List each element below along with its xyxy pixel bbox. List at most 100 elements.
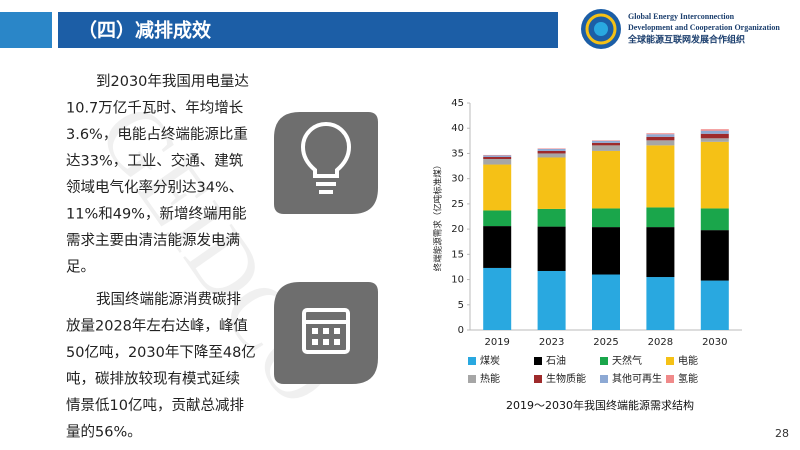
- header-accent: [0, 12, 52, 48]
- paragraph-line: 达33%，工业、交通、建筑: [66, 152, 244, 170]
- x-tick-label: 2030: [702, 337, 727, 348]
- y-tick-label: 0: [458, 325, 464, 336]
- bar-segment: [483, 164, 512, 211]
- paragraph-line: 领域电气化率分别达34%、: [66, 179, 243, 196]
- legend-swatch: [468, 357, 476, 365]
- y-tick-label: 20: [451, 224, 464, 235]
- bar-segment: [483, 158, 512, 165]
- calendar-icon: [302, 308, 350, 354]
- bar-segment: [700, 130, 729, 134]
- bar-segment: [592, 208, 620, 228]
- bar-segment: [700, 280, 729, 330]
- chart-title: 2019～2030年我国终端能源需求结构: [506, 398, 694, 412]
- paragraph-line: 3.6%，电能占终端能源比重: [66, 126, 248, 143]
- bar-segment: [592, 274, 620, 330]
- legend-swatch: [534, 357, 542, 365]
- paragraph-line: 到2030年我国用电量达: [96, 73, 249, 90]
- bar-segment: [483, 156, 512, 159]
- legend-label: 煤炭: [480, 354, 500, 367]
- y-tick-label: 5: [458, 300, 464, 311]
- bar-segment: [700, 208, 729, 231]
- icon-bg: [274, 112, 378, 214]
- bar-segment: [646, 145, 675, 208]
- paragraph-line: 情景低10亿吨，贡献总减排: [66, 397, 244, 414]
- bar-segment: [483, 155, 512, 157]
- y-tick-label: 15: [451, 249, 464, 260]
- bar-segment: [537, 148, 566, 151]
- header-bar: [58, 12, 558, 48]
- y-axis-label: 终端能源需求（亿吨标准煤）: [433, 161, 444, 272]
- y-tick-label: 25: [451, 199, 464, 210]
- bar-segment: [537, 208, 566, 227]
- legend-label: 生物质能: [546, 372, 586, 385]
- bar-segment: [700, 129, 729, 131]
- bar-segment: [646, 227, 675, 278]
- paragraph-line: 10.7万亿千瓦时、年均增长: [66, 100, 244, 117]
- legend-label: 热能: [480, 372, 500, 385]
- paragraph-line: 我国终端能源消费碳排: [96, 291, 241, 308]
- x-tick-label: 2028: [648, 337, 673, 348]
- paragraph-line: 吨，碳排放较现有模式延续: [66, 370, 240, 388]
- y-tick-label: 35: [451, 148, 464, 159]
- header-title: （四）减排成效: [78, 19, 211, 42]
- bar-segment: [646, 277, 675, 330]
- legend-label: 石油: [546, 354, 566, 367]
- y-tick-label: 10: [451, 275, 464, 286]
- x-tick-label: 2025: [593, 337, 618, 348]
- logo-text: Global Energy Interconnection: [628, 12, 735, 21]
- y-tick-label: 30: [451, 174, 464, 185]
- bar-segment: [592, 227, 620, 275]
- bar-segment: [537, 150, 566, 154]
- bar-segment: [700, 133, 729, 139]
- paragraph-line: 需求主要由清洁能源发电满: [66, 232, 240, 249]
- bar-segment: [646, 207, 675, 228]
- bar-segment: [592, 150, 620, 209]
- x-tick-label: 2019: [484, 337, 509, 348]
- bar-segment: [537, 226, 566, 271]
- bar-segment: [537, 153, 566, 158]
- bar-segment: [483, 154, 512, 156]
- paragraph-line: 足。: [66, 259, 95, 276]
- paragraph-line: 量的56%。: [66, 424, 142, 441]
- bar-segment: [537, 270, 566, 330]
- paragraph-line: 11%和49%，新增终端用能: [66, 206, 246, 223]
- bar-segment: [646, 140, 675, 146]
- legend-label: 电能: [678, 354, 698, 367]
- bar-segment: [592, 140, 620, 143]
- y-tick-label: 45: [451, 98, 464, 109]
- bar-segment: [537, 148, 566, 149]
- bar-segment: [646, 133, 675, 135]
- bar-segment: [483, 267, 512, 330]
- legend-swatch: [534, 375, 542, 383]
- y-tick-label: 40: [451, 123, 464, 134]
- page-number: 28: [775, 427, 789, 440]
- bar-segment: [700, 141, 729, 209]
- bar-segment: [592, 140, 620, 141]
- bar-segment: [537, 157, 566, 209]
- logo-text: 全球能源互联网发展合作组织: [627, 34, 745, 46]
- bar-segment: [646, 136, 675, 141]
- legend-swatch: [600, 357, 608, 365]
- bulb-icon: [300, 122, 352, 194]
- logo-ring: [585, 13, 617, 45]
- x-tick-label: 2023: [539, 337, 564, 348]
- legend-swatch: [666, 375, 674, 383]
- paragraph-line: 放量2028年左右达峰，峰值: [66, 318, 248, 335]
- bar-segment: [483, 226, 512, 268]
- legend-label: 天然气: [612, 354, 642, 367]
- paragraph-line: 50亿吨，2030年下降至48亿: [66, 344, 256, 361]
- bar-segment: [646, 134, 675, 137]
- legend-swatch: [666, 357, 674, 365]
- logo-text: Development and Cooperation Organization: [628, 23, 780, 32]
- legend-label: 氢能: [678, 372, 698, 385]
- bar-segment: [592, 145, 620, 151]
- legend-swatch: [600, 375, 608, 383]
- bar-segment: [592, 142, 620, 146]
- logo-core: [594, 22, 608, 36]
- bar-segment: [483, 210, 512, 227]
- legend-label: 其他可再生: [612, 372, 662, 385]
- legend-swatch: [468, 375, 476, 383]
- bar-segment: [700, 138, 729, 142]
